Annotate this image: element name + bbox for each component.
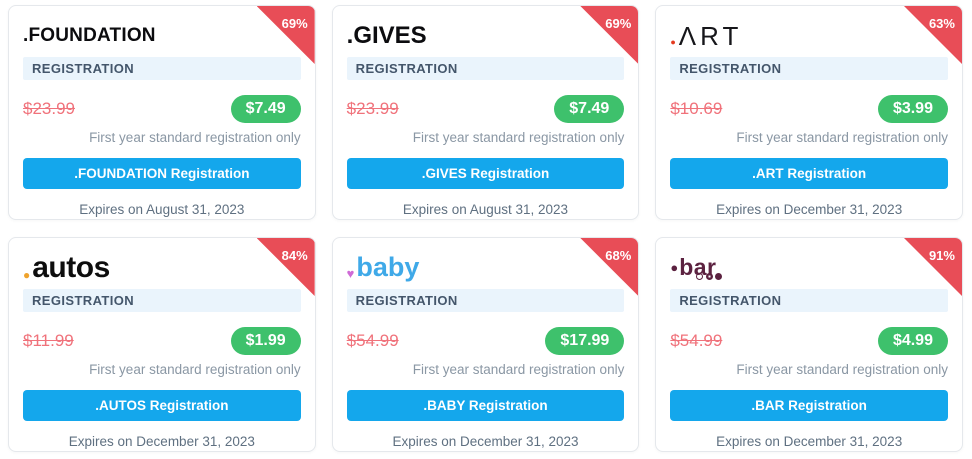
deal-card-art: 63% ● ΛRT REGISTRATION $10.69 $3.99 First… [655,5,963,220]
new-price-badge: $4.99 [877,327,948,355]
price-row: $23.99 $7.49 [347,95,625,123]
tld-dot-icon: ♥ [346,266,355,281]
price-note: First year standard registration only [736,362,948,377]
tld-logo-text: .GIVES [346,21,427,49]
tld-logo-text: .FOUNDATION [23,25,156,46]
bar-circles-icon [696,273,723,280]
registration-label: REGISTRATION [670,57,948,80]
registration-label: REGISTRATION [670,289,948,312]
registration-button-bar[interactable]: .BAR Registration [670,390,948,421]
deal-card-grid: 69% .FOUNDATION REGISTRATION $23.99 $7.4… [8,5,963,452]
expiry-date: Expires on December 31, 2023 [716,434,903,449]
tld-logo-text: autos [32,250,110,284]
tld-logo-text: ΛRT [678,20,743,51]
expiry-date: Expires on August 31, 2023 [402,202,569,217]
price-row: $11.99 $1.99 [23,327,301,355]
deal-card-gives: 69% .GIVES REGISTRATION $23.99 $7.49 Fir… [331,5,640,220]
registration-label: REGISTRATION [346,57,625,80]
new-price-badge: $7.49 [554,95,625,123]
deal-card-baby: 68% ♥ baby REGISTRATION $54.99 $17.99 Fir… [331,237,640,452]
price-note: First year standard registration only [412,130,625,145]
price-row: $23.99 $7.49 [23,95,301,123]
discount-percent: 69% [605,16,632,31]
tld-logo-foundation: .FOUNDATION [23,18,301,53]
tld-dot-icon: ● [670,260,679,275]
tld-logo-bar: ● bar [670,250,948,285]
registration-button-foundation[interactable]: .FOUNDATION Registration [23,158,301,189]
new-price-badge: $17.99 [545,327,625,355]
expiry-date: Expires on December 31, 2023 [392,434,579,449]
old-price: $54.99 [346,331,399,350]
tld-logo-gives: .GIVES [347,18,625,53]
expiry-date: Expires on August 31, 2023 [79,202,245,217]
registration-button-autos[interactable]: .AUTOS Registration [23,390,301,421]
registration-label: REGISTRATION [23,57,301,80]
old-price: $23.99 [23,99,75,118]
deal-card-foundation: 69% .FOUNDATION REGISTRATION $23.99 $7.4… [8,5,316,220]
price-note: First year standard registration only [89,130,301,145]
old-price: $23.99 [346,99,399,118]
tld-dot-icon: ● [670,37,676,47]
registration-button-baby[interactable]: .BABY Registration [346,390,625,421]
price-note: First year standard registration only [736,130,948,145]
deal-card-bar: 91% ● bar REGISTRATION $54.99 $4.99 First… [655,237,963,452]
expiry-date: Expires on December 31, 2023 [716,202,903,217]
price-row: $54.99 $17.99 [347,327,625,355]
discount-percent: 68% [605,248,632,263]
price-note: First year standard registration only [89,362,301,377]
registration-label: REGISTRATION [346,289,625,312]
registration-label: REGISTRATION [23,289,301,312]
expiry-date: Expires on December 31, 2023 [68,434,255,449]
tld-dot-icon: ● [23,268,31,282]
new-price-badge: $7.49 [230,95,301,123]
deal-card-autos: 84% ● autos REGISTRATION $11.99 $1.99 Fir… [8,237,316,452]
price-row: $10.69 $3.99 [670,95,948,123]
new-price-badge: $3.99 [877,95,948,123]
registration-button-art[interactable]: .ART Registration [670,158,948,189]
tld-logo-baby: ♥ baby [347,250,625,285]
tld-logo-autos: ● autos [23,250,301,285]
discount-percent: 84% [281,248,308,263]
tld-logo-art: ● ΛRT [670,18,948,53]
old-price: $10.69 [670,99,723,118]
discount-percent: 63% [928,16,955,31]
registration-button-gives[interactable]: .GIVES Registration [346,158,625,189]
tld-logo-text: bar [679,254,717,280]
old-price: $54.99 [670,331,723,350]
tld-logo-text: baby [356,252,420,282]
price-row: $54.99 $4.99 [670,327,948,355]
price-note: First year standard registration only [412,362,625,377]
discount-percent: 69% [281,16,308,31]
old-price: $11.99 [23,331,74,350]
new-price-badge: $1.99 [230,327,301,355]
discount-percent: 91% [928,248,955,263]
